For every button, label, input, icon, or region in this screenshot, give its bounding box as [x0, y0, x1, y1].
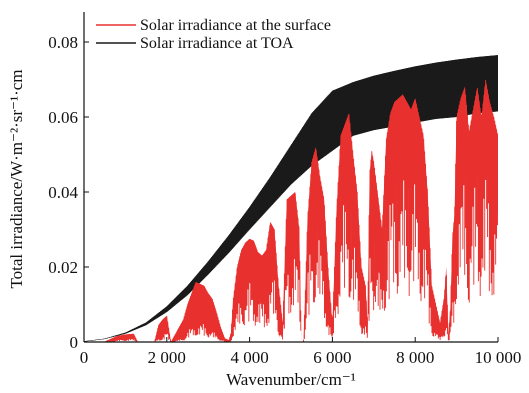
- x-tick-label: 2 000: [148, 348, 186, 367]
- plot-area: [84, 55, 498, 342]
- x-tick-label: 10 000: [475, 348, 522, 367]
- y-tick-label: 0.08: [48, 33, 78, 52]
- series-spectral-lines-solar-irradiance-at-toa: [84, 55, 498, 342]
- x-tick-label: 6 000: [313, 348, 351, 367]
- x-tick-label: 4 000: [230, 348, 268, 367]
- axes: [83, 12, 498, 343]
- ticks: 0 2 000 4 000 6 000 8 000 10 000 0 0.02 0.04 0.06…: [48, 33, 521, 367]
- y-tick-label: 0.06: [48, 108, 78, 127]
- series-solar-irradiance-at-toa: [84, 55, 498, 342]
- legend-label-solar-irradiance-at-the-surface: Solar irradiance at the surface: [140, 17, 331, 34]
- y-tick-label: 0.02: [48, 258, 78, 277]
- legend-label-solar-irradiance-at-toa: Solar irradiance at TOA: [140, 35, 294, 52]
- x-tick-label: 8 000: [396, 348, 434, 367]
- x-axis-label: Wavenumber/cm⁻¹: [226, 370, 356, 389]
- y-axis-label: Total irradiance/W·m⁻²·sr⁻¹·cm: [7, 69, 26, 288]
- x-tick-label: 0: [80, 348, 89, 367]
- y-tick-label: 0.04: [48, 183, 78, 202]
- y-tick-label: 0: [70, 333, 79, 352]
